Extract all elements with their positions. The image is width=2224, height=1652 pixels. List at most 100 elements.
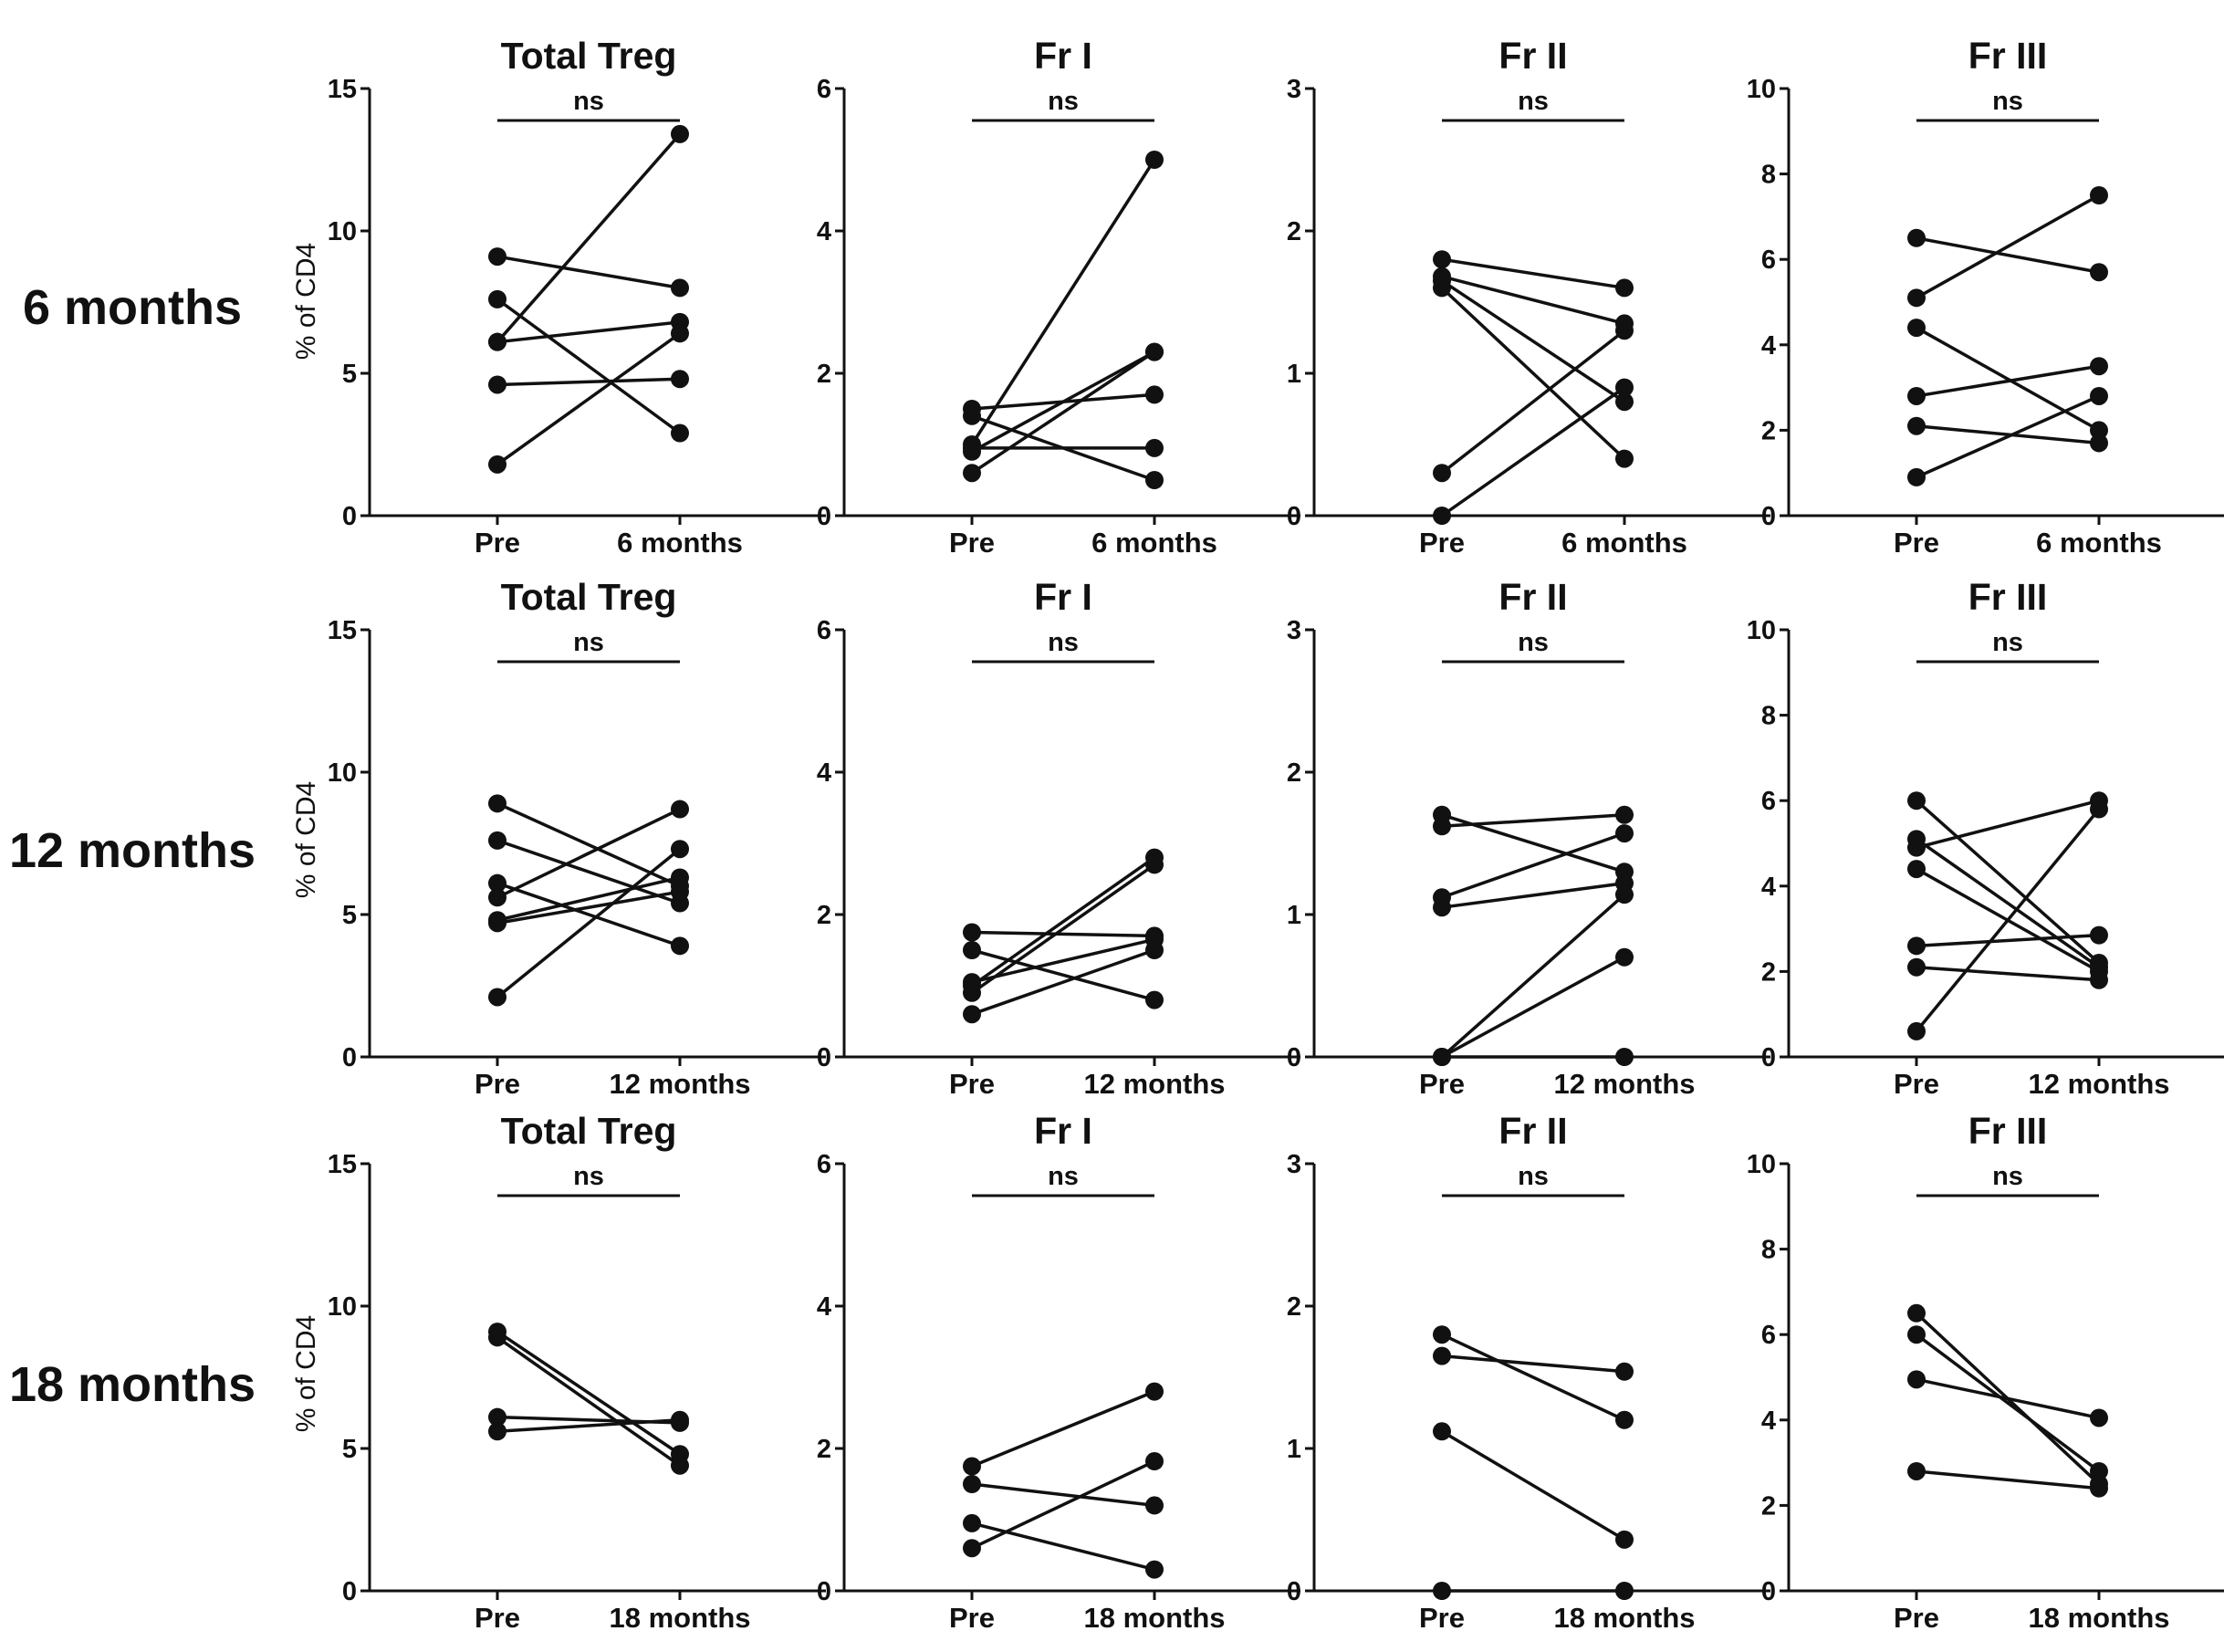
x-tick-label-post: 18 months — [609, 1602, 750, 1634]
data-point-post-subject-5 — [2090, 925, 2108, 945]
data-point-post-subject-6 — [2090, 386, 2108, 405]
y-tick-label: 0 — [342, 1577, 357, 1606]
y-tick-label: 0 — [817, 502, 831, 531]
y-axis-title-row-2: % of CD4 — [291, 781, 321, 898]
paired-line-subject-1 — [971, 930, 1155, 938]
y-tick-label: 2 — [1287, 217, 1301, 246]
data-point-post-subject-2 — [2090, 1461, 2108, 1480]
data-point-post-subject-4 — [1145, 1452, 1164, 1471]
data-point-post-subject-3 — [1615, 392, 1634, 412]
data-point-pre-subject-6 — [488, 455, 506, 474]
data-point-pre-subject-3 — [963, 1513, 981, 1532]
significance-label: ns — [1518, 628, 1549, 657]
data-point-post-subject-3 — [671, 124, 689, 143]
paired-line-subject-2 — [496, 839, 681, 905]
data-point-post-subject-2 — [2090, 186, 2108, 204]
x-tick-label-post: 12 months — [1553, 1068, 1695, 1100]
significance-label: ns — [1992, 87, 2023, 116]
data-point-post-subject-5 — [1145, 855, 1164, 874]
paired-line-subject-6 — [1916, 965, 2100, 982]
data-point-post-subject-5 — [2090, 434, 2108, 453]
paired-line-subject-3 — [496, 132, 682, 343]
y-tick-label: 1 — [1287, 901, 1301, 930]
paired-line-subject-4 — [1916, 1469, 2100, 1490]
paired-line-subject-3 — [971, 937, 1155, 984]
data-point-pre-subject-3 — [488, 873, 506, 893]
x-tick-label-pre: Pre — [949, 1602, 995, 1634]
y-tick-label: 0 — [817, 1577, 831, 1606]
panel-title: Fr III — [1968, 576, 2048, 618]
data-point-post-subject-1 — [1145, 385, 1164, 404]
paired-line-subject-2 — [1915, 1333, 2101, 1473]
y-tick-label: 5 — [342, 360, 357, 389]
data-point-pre-subject-4 — [1907, 860, 1926, 879]
data-point-pre-subject-7 — [1907, 1021, 1926, 1040]
x-tick-label-pre: Pre — [475, 1068, 520, 1100]
y-tick-label: 6 — [817, 1150, 831, 1179]
chart-panel-1: Total Treg 0 5 10 15 Pre 6 months ns — [328, 35, 826, 559]
significance-label: ns — [573, 87, 604, 116]
data-point-post-subject-2 — [1145, 151, 1164, 169]
y-tick-label: 2 — [1761, 416, 1776, 445]
y-tick-label: 6 — [1761, 787, 1776, 816]
chart-panel-8: Fr III 0 2 4 6 8 10 Pre 12 months ns — [1747, 576, 2224, 1100]
y-tick-label: 5 — [342, 1435, 357, 1464]
data-point-pre-subject-2 — [488, 831, 506, 850]
y-tick-label: 10 — [1747, 1150, 1776, 1179]
data-point-pre-subject-4 — [963, 1539, 981, 1558]
y-axis-title-row-1: % of CD4 — [291, 243, 321, 360]
paired-line-subject-2 — [496, 1335, 682, 1468]
x-tick-label-pre: Pre — [1894, 1602, 1939, 1634]
y-tick-label: 2 — [1287, 758, 1301, 788]
x-tick-label-post: 12 months — [1083, 1068, 1225, 1100]
paired-line-subject-5 — [970, 863, 1156, 995]
paired-line-subject-7 — [496, 847, 682, 999]
data-point-pre-subject-2 — [1907, 288, 1926, 308]
y-tick-label: 3 — [1287, 75, 1301, 104]
data-point-post-subject-4 — [671, 1410, 689, 1429]
y-axis-titles: % of CD4 % of CD4 % of CD4 — [291, 243, 321, 1432]
panel-title: Fr II — [1498, 576, 1567, 618]
data-point-pre-subject-1 — [1907, 228, 1926, 247]
row-labels: 6 months 12 months 18 months — [9, 280, 256, 1412]
data-point-pre-subject-2 — [963, 941, 981, 959]
data-point-post-subject-5 — [1615, 321, 1634, 340]
data-point-post-subject-3 — [2090, 421, 2108, 440]
paired-line-subject-5 — [496, 875, 681, 922]
data-point-pre-subject-5 — [488, 375, 506, 394]
data-point-pre-subject-2 — [1907, 1325, 1926, 1344]
paired-line-subject-4 — [971, 1459, 1155, 1550]
panel-title: Total Treg — [501, 1110, 677, 1152]
data-point-pre-subject-2 — [1433, 817, 1451, 836]
data-point-post-subject-5 — [1145, 342, 1164, 361]
data-point-post-subject-2 — [1145, 1496, 1164, 1515]
x-tick-label-pre: Pre — [949, 527, 995, 559]
paired-line-subject-5 — [1440, 893, 1626, 1059]
data-point-post-subject-6 — [671, 883, 689, 902]
data-point-pre-subject-4 — [1433, 898, 1451, 917]
data-point-post-subject-1 — [2090, 263, 2108, 282]
data-point-post-subject-6 — [1615, 947, 1634, 967]
chart-panel-9: Total Treg 0 5 10 15 Pre 18 months ns — [328, 1110, 826, 1634]
x-tick-label-post: 6 months — [1091, 527, 1217, 559]
chart-panel-11: Fr II 0 1 2 3 Pre 18 months ns — [1287, 1110, 1770, 1634]
data-point-post-subject-7 — [671, 840, 689, 859]
data-point-pre-subject-4 — [488, 332, 506, 351]
data-point-pre-subject-6 — [488, 914, 506, 933]
y-tick-label: 2 — [1761, 1491, 1776, 1521]
data-point-pre-subject-1 — [963, 1457, 981, 1476]
significance-label: ns — [1518, 1162, 1549, 1191]
paired-line-subject-1 — [1916, 236, 2100, 274]
chart-panel-12: Fr III 0 2 4 6 8 10 Pre 18 months ns — [1747, 1110, 2224, 1634]
y-tick-label: 4 — [1761, 1406, 1776, 1436]
y-tick-label: 2 — [817, 360, 831, 389]
data-point-pre-subject-5 — [963, 464, 981, 483]
data-point-post-subject-5 — [1615, 885, 1634, 904]
y-tick-label: 10 — [328, 217, 357, 246]
data-point-post-subject-6 — [1145, 941, 1164, 959]
data-point-post-subject-3 — [1145, 1560, 1164, 1579]
paired-line-subject-4 — [1440, 287, 1626, 460]
significance-label: ns — [1992, 1162, 2023, 1191]
significance-label: ns — [1048, 628, 1079, 657]
paired-line-subject-1 — [496, 801, 681, 888]
